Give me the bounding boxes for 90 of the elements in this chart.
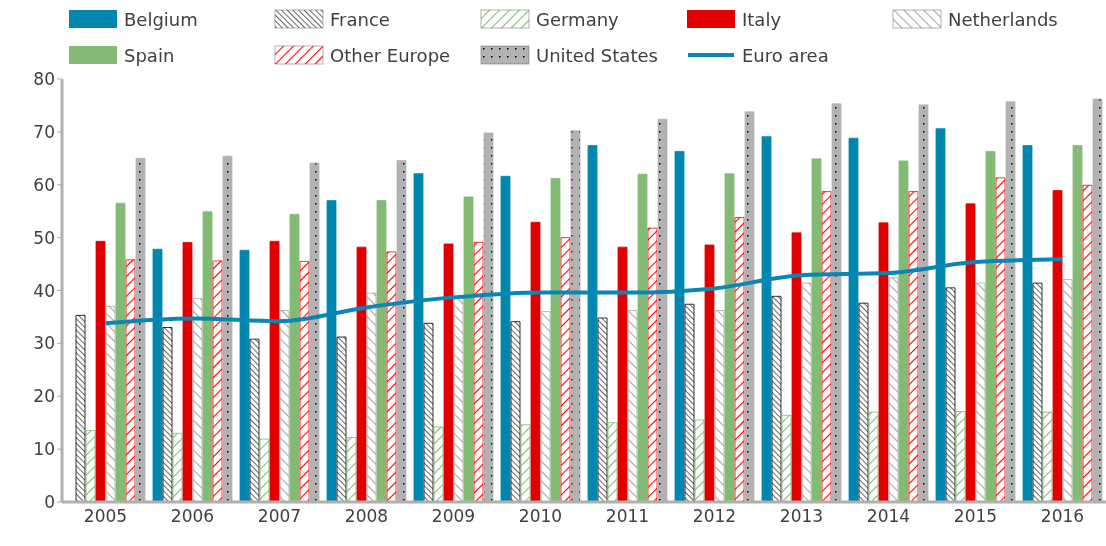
x-tick-label: 2015 <box>953 506 998 527</box>
bar <box>386 251 397 502</box>
bar <box>520 424 531 502</box>
y-tick-label: 0 <box>44 492 55 513</box>
bar <box>269 240 280 502</box>
bar <box>858 302 869 502</box>
bar <box>724 173 735 502</box>
x-tick-label: 2010 <box>518 506 563 527</box>
bar <box>336 336 347 502</box>
x-tick-label: 2011 <box>605 506 650 527</box>
bar <box>463 196 474 502</box>
y-tick-label: 50 <box>33 227 55 248</box>
bar <box>617 246 628 502</box>
bar <box>597 317 608 502</box>
bar <box>704 244 715 502</box>
bar <box>473 241 484 502</box>
legend-label: Italy <box>742 8 782 30</box>
legend-label: Euro area <box>742 44 829 66</box>
bar <box>423 322 434 502</box>
x-tick-label: 2006 <box>170 506 215 527</box>
bar <box>1032 282 1043 502</box>
x-tick-label: 2005 <box>83 506 128 527</box>
bar <box>734 217 745 502</box>
x-tick-label: 2008 <box>344 506 389 527</box>
bar <box>182 241 193 502</box>
bar <box>356 246 367 502</box>
bar <box>607 422 618 502</box>
legend-label: Netherlands <box>948 8 1058 30</box>
bar <box>289 213 300 502</box>
bar <box>684 303 695 502</box>
y-tick-label: 40 <box>33 280 55 301</box>
y-tick-label: 30 <box>33 333 55 354</box>
bar <box>985 151 996 502</box>
bar <box>955 411 966 502</box>
bar <box>908 191 919 502</box>
bar <box>1042 411 1053 502</box>
bar <box>75 314 86 502</box>
bar <box>694 419 705 502</box>
bar <box>443 243 454 502</box>
y-tick-label: 20 <box>33 386 55 407</box>
bar <box>299 261 310 502</box>
bar <box>945 287 956 502</box>
bar <box>965 203 976 502</box>
bar <box>811 158 822 502</box>
bar <box>791 232 802 502</box>
bar <box>1052 190 1063 502</box>
bar <box>878 222 889 502</box>
bar <box>647 227 658 502</box>
bar <box>202 211 213 502</box>
bar <box>125 259 136 502</box>
y-tick-label: 60 <box>33 174 55 195</box>
legend-label: Other Europe <box>330 44 451 66</box>
bar <box>781 414 792 502</box>
bar <box>550 178 561 502</box>
x-tick-label: 2013 <box>779 506 824 527</box>
x-tick-label: 2016 <box>1040 506 1085 527</box>
legend-label: Spain <box>124 44 175 66</box>
bar <box>172 432 183 502</box>
bar <box>560 237 571 502</box>
y-tick-label: 80 <box>33 69 55 90</box>
bar <box>868 411 879 502</box>
bar <box>115 202 126 502</box>
bar <box>162 327 173 502</box>
x-tick-label: 2014 <box>866 506 911 527</box>
bar <box>212 260 223 502</box>
x-tick-label: 2009 <box>431 506 476 527</box>
bar <box>510 321 521 502</box>
legend-label: Germany <box>536 8 619 30</box>
bar <box>433 426 444 502</box>
bar <box>259 438 270 502</box>
legend-label: Belgium <box>124 8 198 30</box>
legend-label: France <box>330 8 390 30</box>
bar <box>530 221 541 502</box>
x-tick-label: 2007 <box>257 506 302 527</box>
bar <box>821 191 832 502</box>
y-tick-label: 70 <box>33 121 55 142</box>
bar <box>85 430 96 502</box>
bar <box>249 338 260 502</box>
bar <box>346 437 357 502</box>
x-tick-label: 2012 <box>692 506 737 527</box>
bar <box>898 160 909 502</box>
bar <box>1082 184 1093 502</box>
bar <box>1072 145 1083 502</box>
bar <box>376 200 387 502</box>
bar <box>995 177 1006 502</box>
y-tick-label: 10 <box>33 439 55 460</box>
bar <box>637 173 648 502</box>
bar <box>771 295 782 502</box>
bar <box>95 240 106 502</box>
legend-label: United States <box>536 44 658 66</box>
